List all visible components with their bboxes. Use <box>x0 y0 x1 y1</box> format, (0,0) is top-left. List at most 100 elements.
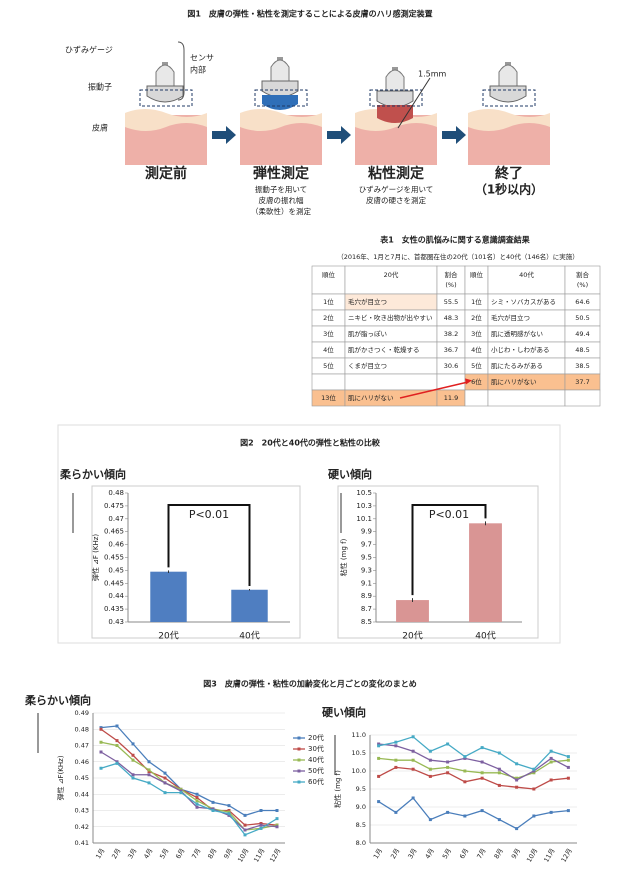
point <box>211 807 215 811</box>
point <box>147 773 151 777</box>
table-text: 6位 <box>471 377 482 386</box>
series-line <box>378 766 569 790</box>
y-tick-label: 0.48 <box>108 489 124 497</box>
table-header: 20代 <box>384 270 399 279</box>
point <box>377 744 381 748</box>
point <box>275 809 279 812</box>
point <box>115 760 119 764</box>
y-tick-label: 9.9 <box>361 528 372 536</box>
point <box>163 781 167 785</box>
point <box>394 740 398 744</box>
y-tick-label: 0.445 <box>104 579 124 587</box>
point <box>446 810 450 814</box>
y-tick-label: 9.5 <box>356 785 366 793</box>
table-header: 40代 <box>519 270 534 279</box>
point <box>515 778 519 782</box>
point <box>549 749 553 753</box>
y-tick-label: 9.5 <box>361 554 372 562</box>
point <box>566 776 570 780</box>
point <box>411 735 415 739</box>
point <box>566 765 570 769</box>
table-text: 64.6 <box>575 298 589 306</box>
y-tick-label: 10.3 <box>356 502 372 510</box>
series-line <box>100 728 278 826</box>
y-tick-label: 0.43 <box>75 807 89 815</box>
x-tick-label: 10月 <box>525 847 539 864</box>
point <box>99 726 103 730</box>
y-tick-label: 0.49 <box>75 709 89 717</box>
step-label: 粘性測定 <box>368 165 424 182</box>
table-text: 肌に透明感がない <box>491 329 543 338</box>
x-tick-label: 3月 <box>406 847 418 860</box>
y-axis-label: 粘性 (mg f) <box>339 538 348 576</box>
table-text: 36.7 <box>444 346 458 354</box>
y-tick-label: 9.0 <box>356 803 366 811</box>
y-tick-label: 0.44 <box>108 592 124 600</box>
y-tick-label: 0.45 <box>75 774 89 782</box>
point <box>515 762 519 766</box>
x-tick-label: 40代 <box>239 631 259 642</box>
point <box>549 810 553 814</box>
x-tick-label: 2月 <box>389 847 401 860</box>
x-tick-label: 11月 <box>252 847 266 864</box>
y-tick-label: 0.48 <box>75 725 89 733</box>
y-tick-label: 10.5 <box>356 489 372 497</box>
y-tick-label: 0.44 <box>75 790 89 798</box>
chart-heading: 硬い傾向 <box>328 467 372 481</box>
point <box>115 744 119 747</box>
point <box>179 787 183 791</box>
legend-label: 50代 <box>308 766 324 775</box>
x-tick-label: 5月 <box>441 847 453 860</box>
point <box>147 770 151 773</box>
table-header: 割合 <box>576 270 590 279</box>
bar <box>231 589 268 622</box>
table-text: 肌にハリがない <box>348 393 394 402</box>
table-text: 50.5 <box>575 314 589 322</box>
point <box>428 758 432 762</box>
y-tick-label: 8.5 <box>361 618 372 626</box>
point <box>428 774 432 778</box>
point <box>227 809 231 812</box>
point <box>497 771 501 775</box>
chart-heading: 柔らかい傾向 <box>24 693 91 707</box>
point <box>227 810 231 814</box>
legend-label: 20代 <box>308 733 324 742</box>
point <box>131 773 135 777</box>
y-tick-label: 0.435 <box>104 605 124 613</box>
point <box>99 740 103 744</box>
y-tick-label: 8.7 <box>361 605 372 613</box>
legend-marker <box>297 747 301 751</box>
x-tick-label: 20代 <box>158 631 178 642</box>
point <box>428 818 432 822</box>
label: 振動子 <box>88 82 112 92</box>
point <box>394 744 398 748</box>
table-text: 毛穴が目立つ <box>348 297 387 306</box>
series-line <box>378 757 569 779</box>
point <box>515 827 519 831</box>
y-tick-label: 0.465 <box>104 528 124 536</box>
y-tick-label: 0.45 <box>108 566 124 574</box>
sensor-box <box>369 89 423 107</box>
y-tick-label: 0.41 <box>75 839 89 847</box>
x-tick-label: 1月 <box>94 847 106 860</box>
point <box>532 771 536 775</box>
table-text: 11.9 <box>444 394 458 402</box>
point <box>259 809 263 812</box>
x-tick-label: 9月 <box>222 847 234 860</box>
y-tick-label: 8.0 <box>356 839 366 847</box>
legend-label: 60代 <box>308 777 324 786</box>
x-tick-label: 12月 <box>268 847 282 864</box>
table-header: 順位 <box>470 270 484 279</box>
x-tick-label: 40代 <box>475 631 495 642</box>
point <box>131 776 135 780</box>
fig1-title: 図1 皮膚の弾性・粘性を測定することによる皮膚のハリ感測定装置 <box>187 9 432 19</box>
point <box>532 767 536 771</box>
x-tick-label: 4月 <box>142 847 154 860</box>
point <box>227 813 231 817</box>
table-header: 順位 <box>322 270 336 279</box>
point <box>463 814 467 818</box>
annotation: P<0.01 <box>189 508 229 521</box>
point <box>377 774 381 778</box>
highlight-arrow-head <box>465 378 472 385</box>
point <box>259 823 263 827</box>
